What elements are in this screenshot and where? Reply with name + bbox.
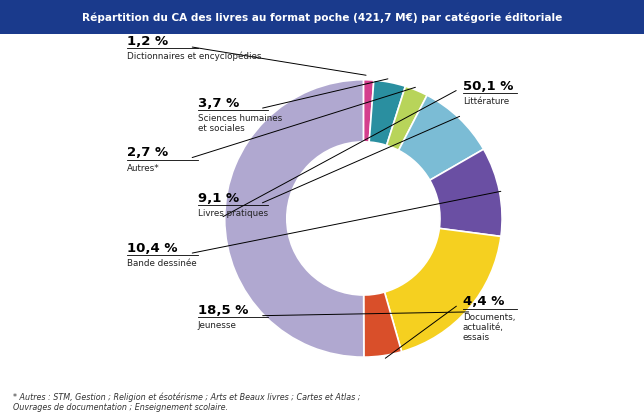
Text: 3,7 %: 3,7 % xyxy=(198,97,239,109)
Wedge shape xyxy=(384,229,501,352)
Text: * Autres : STM, Gestion ; Religion et ésotérisme ; Arts et Beaux livres ; Cartes: * Autres : STM, Gestion ; Religion et és… xyxy=(13,391,361,411)
Text: 9,1 %: 9,1 % xyxy=(198,192,239,204)
Text: Littérature: Littérature xyxy=(463,97,509,106)
Text: Répartition du CA des livres au format poche (421,7 M€) par catégorie éditoriale: Répartition du CA des livres au format p… xyxy=(82,12,562,23)
Text: 4,4 %: 4,4 % xyxy=(463,295,504,308)
Text: 2,7 %: 2,7 % xyxy=(128,146,169,159)
Text: 1,2 %: 1,2 % xyxy=(128,35,169,47)
Wedge shape xyxy=(386,87,427,151)
Wedge shape xyxy=(363,81,374,143)
Text: 10,4 %: 10,4 % xyxy=(128,241,178,254)
Text: Autres*: Autres* xyxy=(128,163,160,172)
Text: 18,5 %: 18,5 % xyxy=(198,303,248,316)
Text: Dictionnaires et encyclopédies: Dictionnaires et encyclopédies xyxy=(128,52,262,61)
Wedge shape xyxy=(364,292,402,357)
Text: Sciences humaines
et sociales: Sciences humaines et sociales xyxy=(198,114,282,133)
Text: Documents,
actualité,
essais: Documents, actualité, essais xyxy=(463,312,515,342)
Wedge shape xyxy=(399,96,484,181)
Wedge shape xyxy=(369,81,405,146)
Text: 50,1 %: 50,1 % xyxy=(463,80,513,93)
Wedge shape xyxy=(225,81,364,357)
Text: Jeunesse: Jeunesse xyxy=(198,320,237,329)
Wedge shape xyxy=(430,150,502,237)
Text: Bande dessinée: Bande dessinée xyxy=(128,258,197,267)
Text: Livres pratiques: Livres pratiques xyxy=(198,209,268,218)
